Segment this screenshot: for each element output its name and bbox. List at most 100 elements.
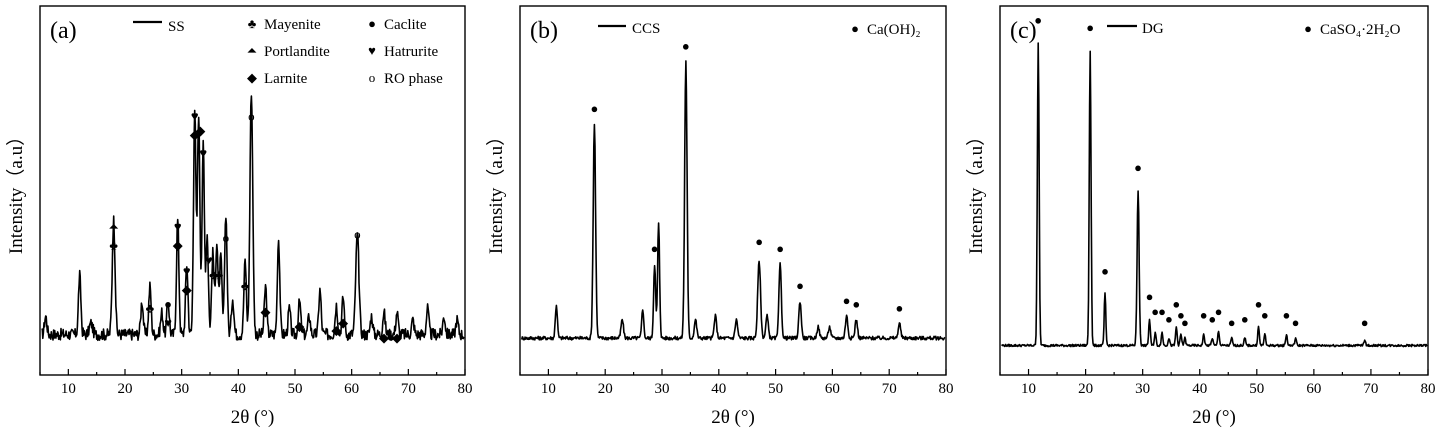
panel-label: (a) bbox=[50, 18, 77, 44]
y-axis-label: Intensity（a.u） bbox=[965, 127, 987, 254]
x-tick-label: 10 bbox=[61, 381, 76, 397]
phase-marker: o bbox=[354, 226, 361, 241]
phase-marker: ● bbox=[1228, 315, 1236, 330]
phase-marker: ● bbox=[895, 300, 903, 315]
phase-marker: ● bbox=[1255, 297, 1263, 312]
phase-marker: ♣ bbox=[146, 300, 155, 315]
phase-marker: ● bbox=[1158, 304, 1166, 319]
legend-entry-label: Hatrurite bbox=[384, 44, 438, 60]
x-tick-label: 20 bbox=[1078, 381, 1093, 397]
phase-marker: ◆ bbox=[379, 330, 389, 345]
phase-marker: ● bbox=[1283, 308, 1291, 323]
phase-marker: ◆ bbox=[392, 330, 402, 345]
phase-marker: ● bbox=[755, 234, 763, 249]
phase-marker: ◆ bbox=[331, 322, 341, 337]
phase-marker: ◆ bbox=[173, 238, 183, 253]
phase-marker: o bbox=[223, 230, 230, 245]
xrd-trace bbox=[520, 60, 946, 341]
legend-series-name: DG bbox=[1142, 21, 1164, 37]
legend-marker-symbol: ⏶ bbox=[247, 43, 257, 58]
phase-marker: ● bbox=[1200, 308, 1208, 323]
x-tick-label: 70 bbox=[401, 381, 416, 397]
phase-marker: ● bbox=[651, 241, 659, 256]
x-tick-label: 80 bbox=[458, 381, 473, 397]
chart-panel-1: 10 20 30 40 50 60 70 80 2θ (°) Intensity（a.u） (a) S… bbox=[5, 5, 473, 428]
x-tick-label: 30 bbox=[174, 381, 189, 397]
legend-marker-symbol: o bbox=[369, 70, 376, 85]
x-tick-label: 50 bbox=[1249, 381, 1264, 397]
legend-entry-label: CaSO₄·2H₂O bbox=[1320, 22, 1401, 38]
legend-entry-label: Larnite bbox=[264, 71, 308, 87]
phase-marker: ● bbox=[796, 278, 804, 293]
x-axis-label: 2θ (°) bbox=[231, 407, 275, 428]
phase-marker: ◆ bbox=[338, 315, 348, 330]
phase-marker: ● bbox=[843, 293, 851, 308]
phase-marker: ♣ bbox=[109, 238, 118, 253]
phase-marker: ● bbox=[1181, 315, 1189, 330]
phase-marker: ● bbox=[590, 101, 598, 116]
x-tick-label: 80 bbox=[1421, 381, 1436, 397]
x-tick-label: 30 bbox=[655, 381, 670, 397]
x-tick-label: 60 bbox=[1306, 381, 1321, 397]
legend-entry-label: Portlandite bbox=[264, 44, 330, 60]
x-tick-label: 10 bbox=[541, 381, 556, 397]
legend-marker-symbol: ● bbox=[1304, 21, 1312, 36]
phase-marker: o bbox=[248, 108, 255, 123]
phase-marker: ♣ bbox=[215, 267, 224, 282]
phase-marker: ♥ bbox=[191, 108, 199, 123]
legend-marker-symbol: ● bbox=[368, 16, 376, 31]
legend-series-name: SS bbox=[168, 19, 185, 35]
phase-marker: ● bbox=[776, 241, 784, 256]
x-tick-label: 40 bbox=[231, 381, 246, 397]
x-tick-label: 30 bbox=[1135, 381, 1150, 397]
phase-marker: ◆ bbox=[182, 282, 192, 297]
x-tick-label: 50 bbox=[288, 381, 303, 397]
x-axis-label: 2θ (°) bbox=[1192, 407, 1236, 428]
phase-marker: ● bbox=[1151, 304, 1159, 319]
phase-marker: ◆ bbox=[295, 319, 305, 334]
phase-marker: ● bbox=[1261, 308, 1269, 323]
legend-entry-label: Mayenite bbox=[264, 17, 321, 33]
phase-marker: ● bbox=[1086, 20, 1094, 35]
panel-label: (b) bbox=[530, 18, 558, 44]
x-tick-label: 60 bbox=[825, 381, 840, 397]
plot-frame bbox=[999, 5, 1429, 376]
x-tick-label: 70 bbox=[882, 381, 897, 397]
x-tick-label: 10 bbox=[1021, 381, 1036, 397]
chart-panel-2: 10 20 30 40 50 60 70 80 2θ (°) Intensity（a.u） (b) C… bbox=[485, 5, 954, 428]
x-tick-label: 80 bbox=[939, 381, 954, 397]
x-tick-label: 40 bbox=[711, 381, 726, 397]
x-tick-label: 20 bbox=[598, 381, 613, 397]
phase-marker: ♥ bbox=[183, 263, 191, 278]
phase-marker: ● bbox=[1215, 304, 1223, 319]
y-axis-label: Intensity（a.u） bbox=[5, 127, 27, 254]
phase-marker: ◆ bbox=[190, 127, 200, 142]
xrd-trace bbox=[1001, 42, 1428, 348]
legend-entry-label: RO phase bbox=[384, 71, 443, 87]
x-axis-label: 2θ (°) bbox=[711, 407, 755, 428]
phase-marker: ⏶ bbox=[108, 219, 118, 234]
phase-marker: ● bbox=[1134, 160, 1142, 175]
legend-marker-symbol: ♣ bbox=[248, 16, 257, 31]
y-axis-label: Intensity（a.u） bbox=[485, 127, 507, 254]
phase-marker: ● bbox=[852, 297, 860, 312]
plot-frame bbox=[519, 5, 947, 376]
phase-marker: ● bbox=[1177, 308, 1185, 323]
legend-entry-label: Caclite bbox=[384, 17, 427, 33]
phase-marker: ● bbox=[682, 38, 690, 53]
phase-marker: ● bbox=[1172, 297, 1180, 312]
plot-frame bbox=[39, 5, 466, 376]
x-tick-label: 70 bbox=[1363, 381, 1378, 397]
phase-marker: ● bbox=[1146, 289, 1154, 304]
phase-marker: ● bbox=[164, 297, 172, 312]
legend-marker-symbol: ● bbox=[851, 21, 859, 36]
phase-marker: ♥ bbox=[199, 145, 207, 160]
phase-marker: ● bbox=[1165, 311, 1173, 326]
legend-entry-label: Ca(OH)₂ bbox=[867, 22, 921, 38]
phase-marker: ♥ bbox=[205, 252, 213, 267]
phase-marker: ● bbox=[1101, 263, 1109, 278]
x-tick-label: 40 bbox=[1192, 381, 1207, 397]
phase-marker: ● bbox=[1292, 315, 1300, 330]
xrd-trace bbox=[41, 95, 465, 342]
